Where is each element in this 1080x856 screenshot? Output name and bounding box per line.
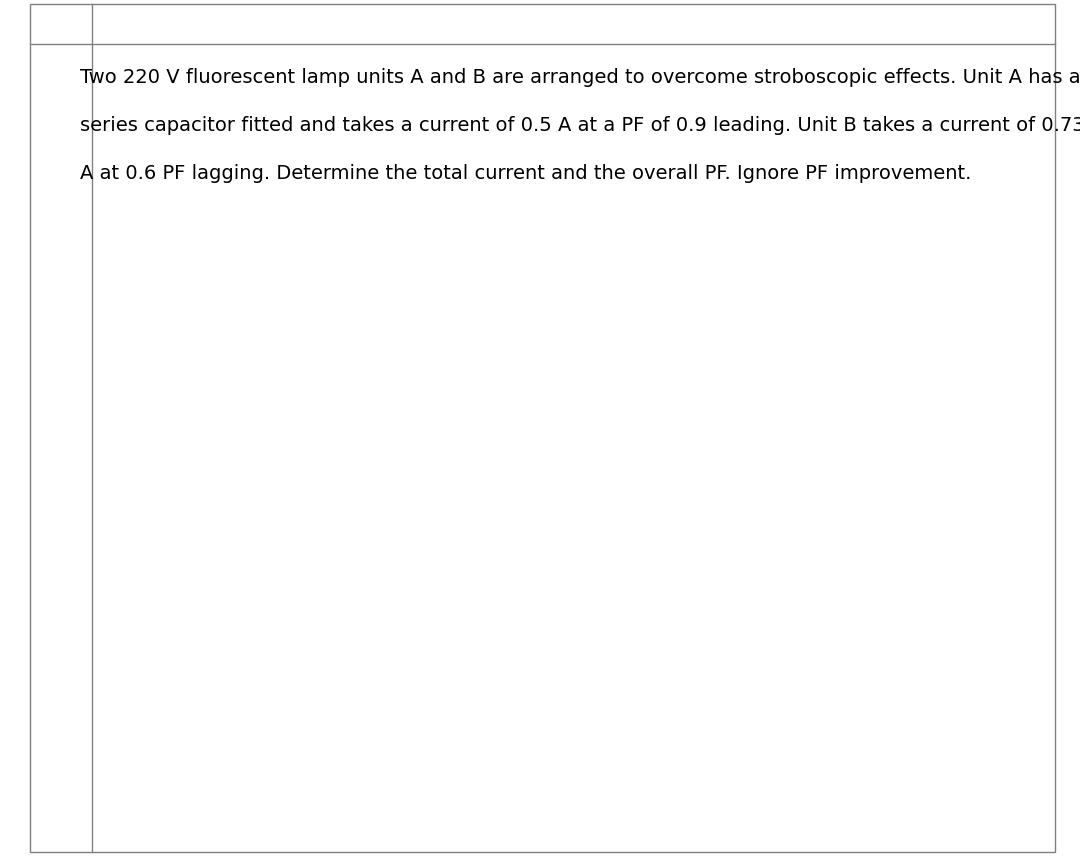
Text: A at 0.6 PF lagging. Determine the total current and the overall PF. Ignore PF i: A at 0.6 PF lagging. Determine the total…: [80, 164, 971, 183]
Text: series capacitor fitted and takes a current of 0.5 A at a PF of 0.9 leading. Uni: series capacitor fitted and takes a curr…: [80, 116, 1080, 135]
Text: Two 220 V fluorescent lamp units A and B are arranged to overcome stroboscopic e: Two 220 V fluorescent lamp units A and B…: [80, 68, 1080, 87]
